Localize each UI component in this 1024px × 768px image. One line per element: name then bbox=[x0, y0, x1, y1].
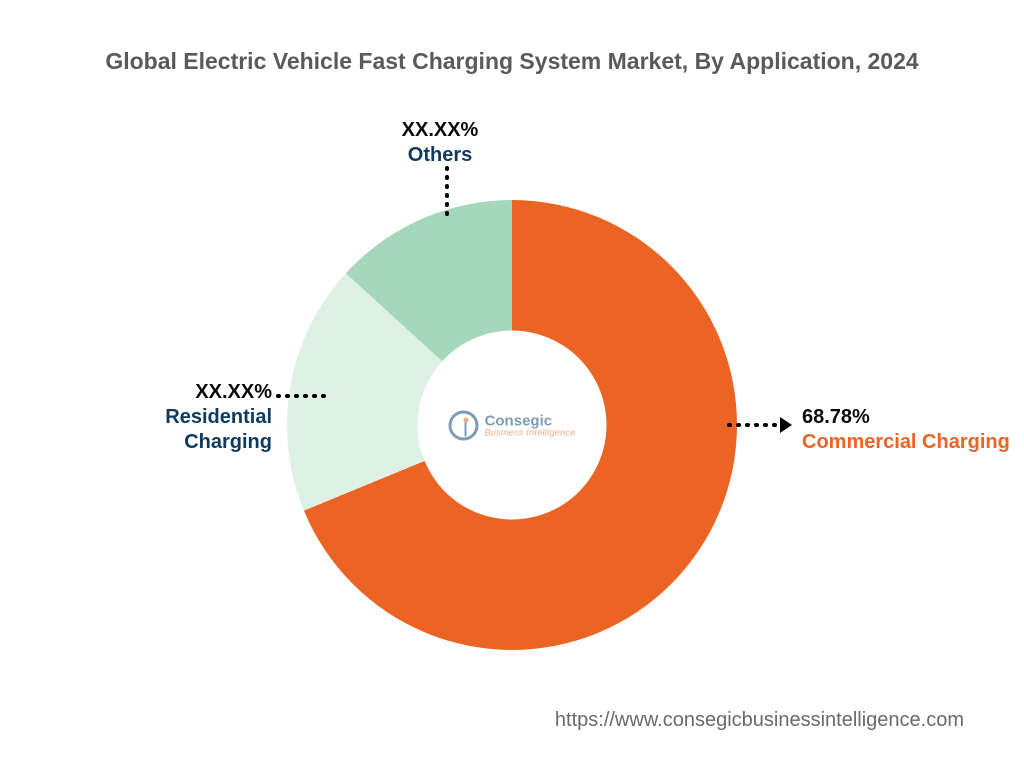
slice-pct-commercial: 68.78% bbox=[802, 405, 1010, 430]
slice-pct-residential: XX.XX% bbox=[72, 380, 272, 405]
logo-text-line2: Business Intelligence bbox=[485, 428, 576, 437]
slice-label-commercial: 68.78% Commercial Charging bbox=[802, 405, 1010, 455]
page-root: { "title": { "text": "Global Electric Ve… bbox=[0, 0, 1024, 768]
watermark-logo: Consegic Business Intelligence bbox=[449, 410, 576, 440]
slice-name-commercial: Commercial Charging bbox=[802, 430, 1010, 455]
slice-pct-others: XX.XX% bbox=[350, 118, 530, 143]
logo-icon bbox=[449, 410, 479, 440]
logo-text-line1: Consegic bbox=[485, 413, 576, 428]
chart-title: Global Electric Vehicle Fast Charging Sy… bbox=[0, 48, 1024, 75]
slice-name-others: Others bbox=[350, 143, 530, 168]
footer-url: https://www.consegicbusinessintelligence… bbox=[555, 709, 964, 732]
slice-label-others: XX.XX% Others bbox=[350, 118, 530, 168]
donut-hole: Consegic Business Intelligence bbox=[418, 331, 607, 520]
donut-chart: Consegic Business Intelligence bbox=[287, 200, 737, 650]
slice-name-residential: Residential Charging bbox=[72, 405, 272, 455]
slice-label-residential: XX.XX% Residential Charging bbox=[72, 380, 272, 455]
